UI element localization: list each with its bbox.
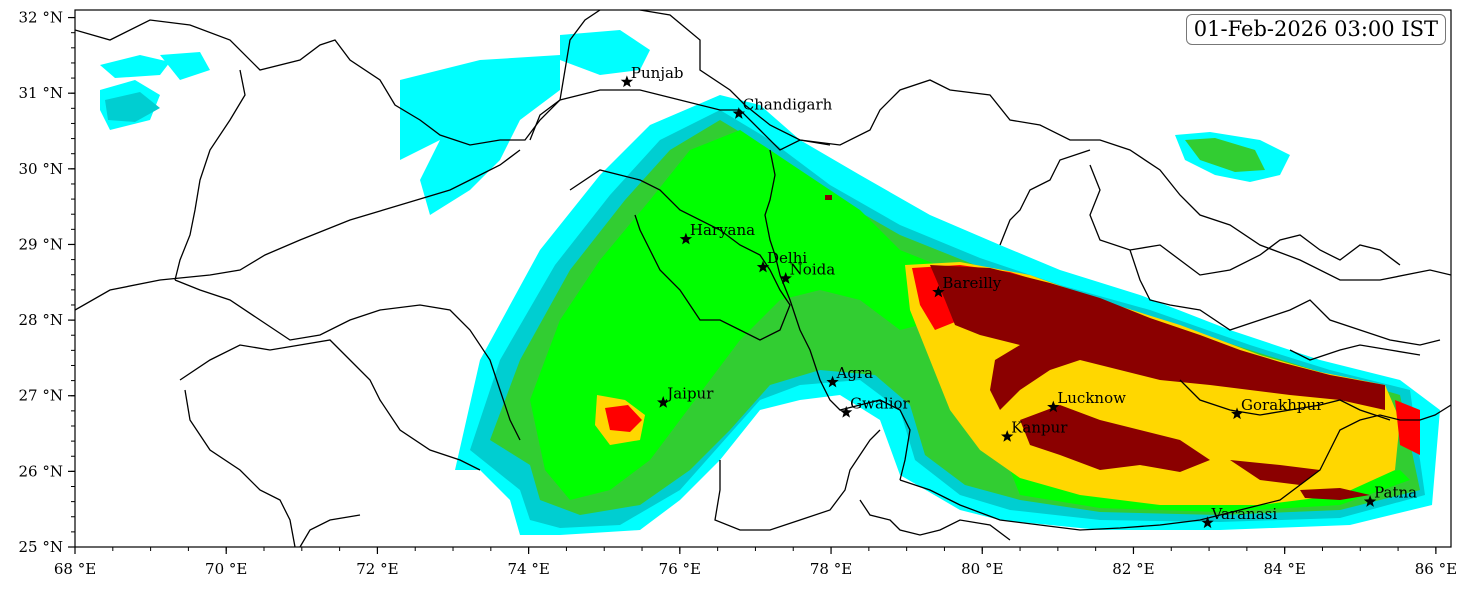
lon-tick-label: 70 °E [205, 560, 247, 578]
city-marker-star [1230, 407, 1244, 420]
border-bihar [1179, 379, 1391, 421]
city-marker-star [840, 405, 853, 418]
lat-tick-label: 27 °N [19, 387, 63, 405]
lon-tick-label: 72 °E [356, 560, 398, 578]
lat-tick-label: 32 °N [19, 9, 63, 27]
border-up-east [1299, 404, 1451, 486]
lon-tick-label: 76 °E [659, 560, 701, 578]
lat-tick-label: 30 °N [19, 160, 63, 178]
city-marker-star [679, 232, 693, 245]
city-label: Varanasi [1211, 505, 1278, 523]
border-up-west [764, 149, 911, 481]
border-pak [174, 69, 246, 281]
city-label: Chandigarh [743, 96, 833, 114]
axis-ticks: 68 °E 70 °E 72 °E 74 °E 76 °E 78 °E 80 °E 82 °E… [19, 9, 1458, 578]
lon-tick-label: 86 °E [1415, 560, 1457, 578]
border-rajasthan-south [179, 339, 481, 471]
border-west [75, 149, 521, 311]
border-hp [639, 10, 1451, 281]
lon-tick-label: 82 °E [1112, 560, 1154, 578]
lon-tick-label: 80 °E [961, 560, 1003, 578]
border-up-south [899, 479, 1301, 531]
lon-tick-label: 68 °E [54, 560, 96, 578]
city-label: Lucknow [1057, 389, 1126, 407]
city-label: Bareilly [942, 274, 1001, 292]
precip-band-dark-red [825, 195, 1385, 500]
lon-tick-label: 78 °E [810, 560, 852, 578]
lat-tick-label: 31 °N [19, 84, 63, 102]
city-marker-star [657, 396, 670, 408]
lat-tick-label: 25 °N [19, 538, 63, 556]
border-mp [714, 429, 881, 531]
timestamp-label: 01-Feb-2026 03:00 IST [1185, 14, 1446, 45]
border-nepal-1 [999, 149, 1091, 246]
city-label: Kanpur [1011, 419, 1068, 437]
city-label: Gwalior [850, 394, 910, 412]
city-label: Noida [790, 261, 836, 279]
city-label: Jaipur [665, 385, 714, 403]
city-marker-star [1363, 495, 1377, 507]
border-north-1 [75, 10, 601, 146]
city-marker-star [1201, 516, 1214, 529]
city-label: Punjab [631, 64, 684, 82]
lat-tick-label: 29 °N [19, 235, 63, 253]
plot-frame [74, 9, 1452, 548]
lat-tick-label: 28 °N [19, 311, 63, 329]
precip-field [100, 30, 1440, 535]
city-marker-star [1047, 400, 1060, 413]
city-label: Agra [836, 364, 874, 382]
border-sw [299, 514, 361, 547]
city-marker-star [732, 107, 745, 119]
city-marker-star [1001, 430, 1014, 442]
border-nepal-3 [1129, 249, 1441, 346]
lon-tick-label: 74 °E [507, 560, 549, 578]
border-haryana [569, 169, 791, 341]
city-marker-star [620, 75, 634, 88]
state-borders [75, 10, 1451, 547]
city-label: Delhi [767, 249, 807, 267]
border-gujarat [184, 389, 296, 547]
lat-tick-label: 26 °N [19, 462, 63, 480]
border-east-1 [1289, 344, 1421, 361]
city-marker-star [932, 285, 945, 298]
border-rajasthan [174, 279, 521, 441]
border-mp-2 [859, 499, 1011, 541]
city-label: Gorakhpur [1241, 396, 1324, 414]
city-label: Haryana [690, 221, 755, 239]
city-marker-star [826, 375, 839, 388]
border-punjab [529, 89, 831, 151]
city-marker-star [779, 272, 792, 284]
city-label: Patna [1374, 484, 1417, 502]
city-marker-star [756, 260, 770, 273]
border-nepal-2 [1089, 164, 1401, 276]
lon-tick-label: 84 °E [1264, 560, 1306, 578]
